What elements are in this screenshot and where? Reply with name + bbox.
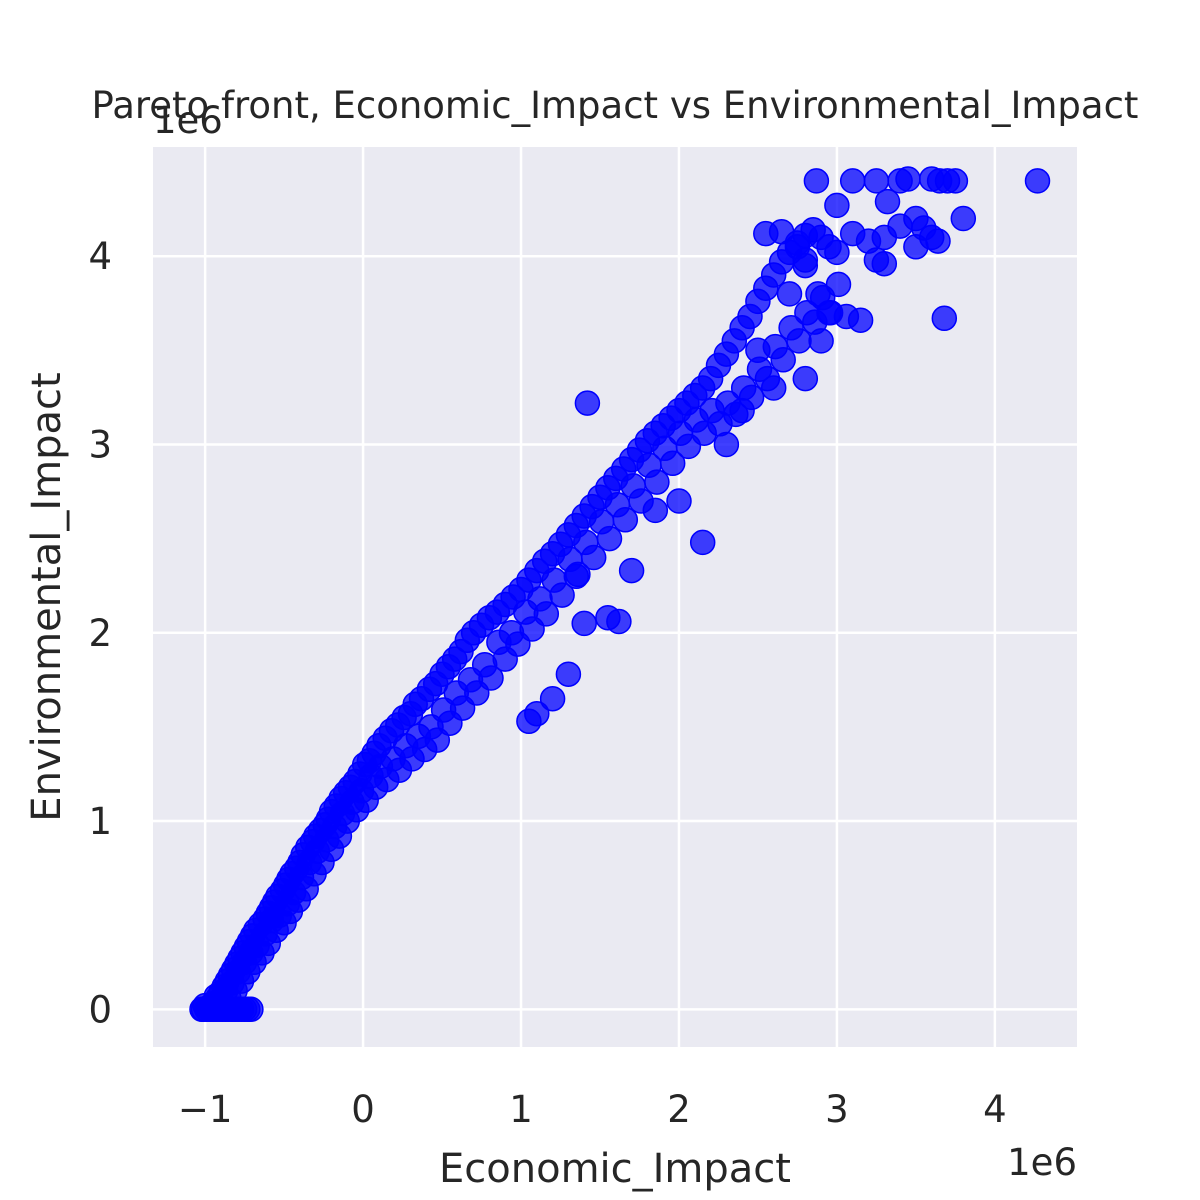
x-tick-label: 2	[667, 1088, 691, 1131]
x-tick-labels: −1 0 1 2 3 4	[178, 1088, 1007, 1131]
scatter-point	[618, 557, 645, 584]
scatter-point	[863, 168, 890, 194]
scatter-point	[238, 996, 264, 1023]
scatter-point	[729, 397, 755, 424]
x-tick-label: 4	[983, 1088, 1007, 1131]
scatter-point	[689, 529, 716, 556]
scatter-point	[595, 604, 621, 631]
scatter-point	[524, 700, 550, 727]
scatter-point	[533, 601, 560, 627]
scatter-point	[871, 250, 898, 277]
scatter-point	[839, 168, 866, 194]
scatter-point	[803, 168, 830, 194]
x-axis-label: Economic_Impact	[439, 1146, 791, 1192]
scatter-point	[555, 661, 582, 687]
y-axis-label: Environmental_Impact	[24, 372, 70, 821]
scatter-point	[539, 685, 566, 712]
scatter-point	[644, 469, 670, 495]
scatter-point	[784, 234, 811, 260]
scatter-point	[824, 192, 850, 219]
y-tick-label: 1	[88, 800, 112, 843]
scatter-point	[563, 563, 590, 590]
scatter-point	[596, 525, 623, 552]
chart-title: Pareto front, Economic_Impact vs Environ…	[92, 84, 1139, 127]
scatter-point	[760, 375, 787, 401]
scatter-point	[549, 582, 575, 608]
scatter-point	[713, 431, 740, 458]
scatter-point	[776, 281, 803, 307]
scatter-point	[1024, 168, 1051, 194]
scatter-point	[895, 166, 921, 192]
scatter-point	[847, 307, 874, 333]
scatter-point	[768, 218, 795, 245]
scatter-point	[745, 337, 771, 364]
x-tick-label: 0	[351, 1088, 375, 1131]
y-tick-label: 4	[88, 235, 112, 278]
scatter-point	[659, 450, 686, 477]
scatter-point	[612, 507, 639, 533]
scatter-point	[950, 205, 977, 232]
scatter-point	[816, 299, 842, 326]
y-tick-labels: 0 1 2 3 4	[88, 235, 112, 1031]
scatter-point	[580, 544, 607, 571]
scatter-point	[666, 488, 692, 514]
scatter-point	[926, 168, 953, 194]
scatter-point	[574, 390, 601, 416]
scatter-point	[874, 188, 901, 215]
x-offset-label: 1e6	[1007, 1141, 1077, 1184]
x-tick-label: 1	[509, 1088, 533, 1131]
scatter-point	[642, 497, 669, 524]
scatter-point	[931, 305, 958, 332]
y-tick-label: 0	[88, 988, 112, 1031]
data-points	[189, 166, 1051, 1023]
scatter-point	[478, 665, 504, 691]
scatter-point	[786, 328, 812, 354]
scatter-point	[770, 347, 796, 373]
y-tick-label: 2	[88, 612, 112, 655]
x-tick-label: 3	[825, 1088, 849, 1131]
scatter-point	[824, 239, 850, 266]
x-tick-label: −1	[178, 1088, 233, 1131]
scatter-point	[805, 281, 831, 307]
y-tick-label: 3	[88, 423, 112, 466]
scatter-point	[792, 365, 819, 392]
scatter-point	[808, 328, 834, 354]
scatter-point	[571, 610, 597, 637]
scatter-point	[911, 215, 937, 241]
y-offset-label: 1e6	[153, 99, 223, 142]
